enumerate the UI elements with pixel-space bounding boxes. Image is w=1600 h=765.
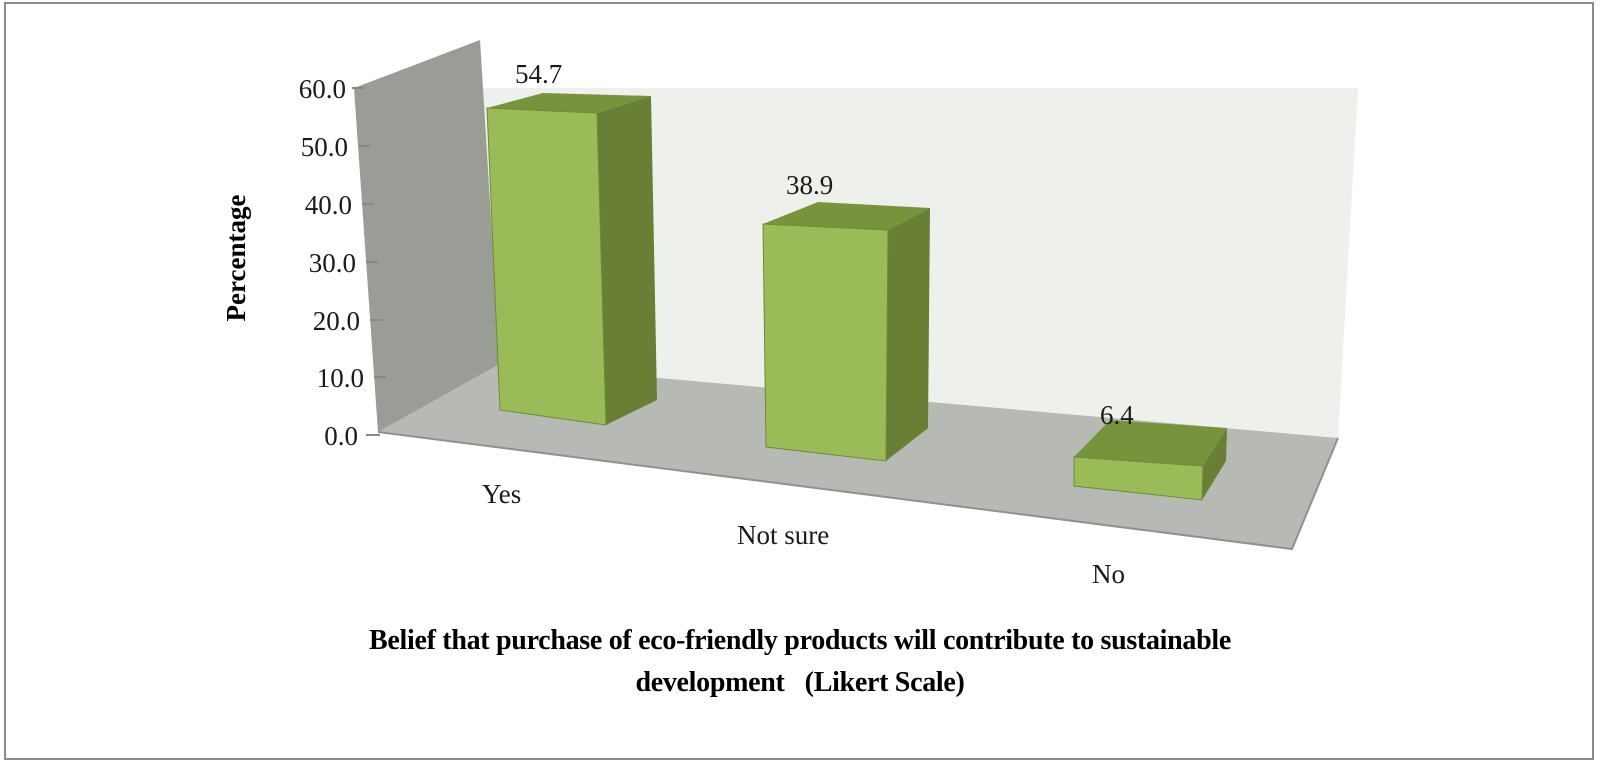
y-tick-label: 0.0: [324, 421, 358, 451]
value-label: 6.4: [1100, 400, 1134, 430]
y-tick-label: 30.0: [309, 248, 356, 278]
y-tick-label: 20.0: [313, 306, 360, 336]
y-axis-title: Percentage: [221, 195, 251, 322]
y-tick-label: 60.0: [299, 74, 346, 104]
left-side-wall: [354, 40, 500, 432]
bar-not-sure[interactable]: 38.9: [762, 170, 930, 462]
bar-no[interactable]: 6.4: [1073, 400, 1227, 501]
x-category-label: Not sure: [737, 520, 829, 550]
y-axis: 60.0 50.0 40.0 30.0 20.0 10.0 0.0: [299, 74, 386, 451]
floor-edge: [377, 431, 1339, 551]
value-label: 38.9: [786, 170, 833, 200]
x-category-label: No: [1092, 559, 1125, 589]
side-wall: [354, 35, 1358, 88]
value-label: 54.7: [515, 59, 562, 89]
x-axis-title: Belief that purchase of eco-friendly pro…: [200, 620, 1400, 704]
x-category-label: Yes: [482, 479, 521, 509]
bar-yes[interactable]: 54.7: [486, 59, 657, 426]
x-axis-title-line-2: development (Likert Scale): [635, 667, 965, 698]
y-tick-label: 40.0: [305, 190, 352, 220]
y-tick-label: 10.0: [317, 363, 364, 393]
y-tick-label: 50.0: [301, 132, 348, 162]
x-axis-title-line-1: Belief that purchase of eco-friendly pro…: [368, 625, 1232, 656]
